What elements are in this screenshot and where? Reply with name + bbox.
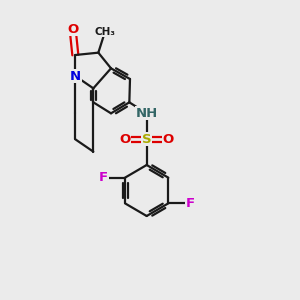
Text: O: O bbox=[119, 133, 130, 146]
Text: NH: NH bbox=[136, 107, 158, 120]
Text: O: O bbox=[67, 23, 78, 36]
Text: F: F bbox=[99, 171, 108, 184]
Text: N: N bbox=[70, 70, 81, 83]
Text: S: S bbox=[142, 133, 152, 146]
Text: F: F bbox=[185, 197, 195, 210]
Text: O: O bbox=[163, 133, 174, 146]
Text: CH₃: CH₃ bbox=[94, 27, 116, 37]
